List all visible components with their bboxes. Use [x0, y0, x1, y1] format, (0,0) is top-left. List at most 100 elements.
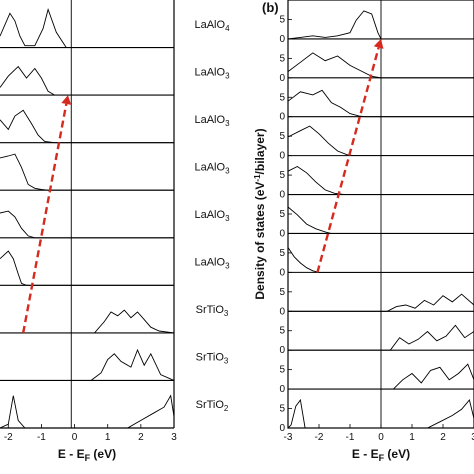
dos-curve — [0, 250, 174, 286]
layer-label-sub: 3 — [224, 357, 229, 366]
layer-label-sub: 3 — [225, 214, 230, 223]
layer-label-base: SrTiO — [196, 399, 225, 411]
panel-b: 0 5 0 5 0 5 0 5 0 5 0 5 0 5 0 5 0 5 0 5 0 5 -3 -2 -1 0 1 2 3 E - EF (… — [253, 0, 474, 463]
layer-label-sub: 3 — [225, 262, 230, 271]
x-tick-label: -1 — [37, 432, 46, 443]
dos-curve — [287, 89, 474, 118]
dos-curve — [287, 206, 474, 234]
x-tick-label: 3 — [171, 432, 177, 443]
layer-label-sub: 3 — [225, 119, 230, 128]
y-tick-label: 0 — [279, 306, 285, 317]
charge-transfer-arrow — [316, 47, 380, 273]
x-axis-title: E - EF (eV) — [58, 447, 116, 463]
dos-curve — [0, 394, 175, 429]
y-axis-title: Density of states (eV-1/bilayer) — [253, 128, 267, 299]
x-tick-label: 0 — [378, 432, 384, 443]
y-tick-label: 5 — [279, 326, 285, 337]
charge-transfer-arrowhead — [373, 38, 384, 49]
layer-label-base: LaAlO — [194, 66, 225, 78]
layer-label: SrTiO3 — [196, 304, 229, 318]
y-tick-label: 5 — [279, 404, 285, 415]
layer-label: LaAlO4 — [194, 19, 230, 33]
x-axis-title-main: E - E — [352, 447, 379, 461]
x-tick-label: -2 — [4, 432, 13, 443]
layer-label-base: LaAlO — [194, 161, 225, 173]
dos-curve — [288, 363, 474, 390]
dos-curve — [0, 210, 174, 239]
y-tick-label: 0 — [279, 112, 285, 123]
layer-label-base: LaAlO — [194, 19, 225, 31]
x-axis-title-sub: F — [85, 453, 91, 463]
layer-label: LaAlO3 — [194, 66, 230, 80]
y-tick-label: 5 — [279, 287, 285, 298]
layer-label: SrTiO2 — [196, 399, 229, 413]
y-tick-label: 0 — [279, 384, 285, 395]
dos-curve — [287, 52, 474, 79]
dos-curve — [287, 247, 474, 273]
y-tick-label: 0 — [279, 345, 285, 356]
x-tick-label: 2 — [440, 432, 446, 443]
y-tick-label: 0 — [279, 151, 285, 162]
y-tick-label: 0 — [279, 34, 285, 45]
layer-label: LaAlO3 — [194, 257, 230, 271]
y-tick-label: 5 — [279, 170, 285, 181]
layer-label-sub: 4 — [225, 24, 230, 33]
layer-label: LaAlO3 — [194, 114, 230, 128]
y-axis-title-main: Density of states (eV — [253, 182, 267, 300]
panel-label: (b) — [262, 0, 279, 15]
dos-curve — [287, 398, 474, 429]
layer-label-base: LaAlO — [194, 209, 225, 221]
dos-curve — [0, 7, 67, 48]
y-tick-label: 5 — [279, 14, 285, 25]
charge-transfer-arrowhead — [61, 95, 72, 105]
dos-curve — [0, 348, 175, 381]
y-tick-label: 5 — [279, 92, 285, 103]
dos-curve — [0, 109, 174, 144]
layer-label-base: LaAlO — [194, 257, 225, 269]
dos-curve — [288, 293, 474, 312]
layer-label-base: SrTiO — [196, 352, 225, 364]
dos-curve — [287, 10, 474, 40]
x-tick-label: -3 — [284, 432, 293, 443]
x-axis-title-sub: F — [379, 453, 385, 463]
layer-label: LaAlO3 — [194, 209, 230, 223]
y-tick-label: 5 — [279, 131, 285, 142]
layer-label: SrTiO3 — [196, 352, 229, 366]
y-tick-label: 0 — [279, 190, 285, 201]
dos-curve — [288, 324, 474, 351]
x-axis-title: E - EF (eV) — [352, 447, 410, 463]
y-axis-title-tail: /bilayer) — [253, 128, 267, 174]
y-tick-label: 0 — [279, 423, 285, 434]
y-tick-label: 5 — [279, 53, 285, 64]
layer-label-base: SrTiO — [196, 304, 225, 316]
x-axis-title-unit: (eV) — [90, 447, 116, 461]
y-tick-label: 5 — [279, 248, 285, 259]
layer-label-sub: 2 — [224, 404, 229, 413]
x-tick-label: -2 — [315, 432, 324, 443]
y-tick-label: 0 — [279, 267, 285, 278]
charge-transfer-arrow — [22, 103, 68, 334]
dos-curve — [0, 309, 175, 334]
y-tick-label: 0 — [279, 228, 285, 239]
dos-curve — [0, 153, 174, 191]
layer-label-sub: 3 — [225, 166, 230, 175]
dos-curve — [0, 65, 174, 96]
x-tick-label: 1 — [409, 432, 415, 443]
layer-label-sub: 3 — [224, 309, 229, 318]
y-tick-label: 5 — [279, 365, 285, 376]
x-tick-label: 1 — [105, 432, 111, 443]
layer-label-sub: 3 — [225, 71, 230, 80]
x-axis-title-unit: (eV) — [384, 447, 410, 461]
y-tick-label: 0 — [279, 73, 285, 84]
dos-curve — [287, 125, 474, 157]
y-tick-label: 5 — [279, 209, 285, 220]
layer-label: LaAlO3 — [194, 161, 230, 175]
x-tick-label: 3 — [471, 432, 474, 443]
layer-label-base: LaAlO — [194, 114, 225, 126]
x-axis-title-main: E - E — [58, 447, 85, 461]
x-tick-label: -1 — [346, 432, 355, 443]
dos-curve — [287, 165, 474, 195]
x-tick-label: 0 — [72, 432, 78, 443]
x-tick-label: 2 — [138, 432, 144, 443]
